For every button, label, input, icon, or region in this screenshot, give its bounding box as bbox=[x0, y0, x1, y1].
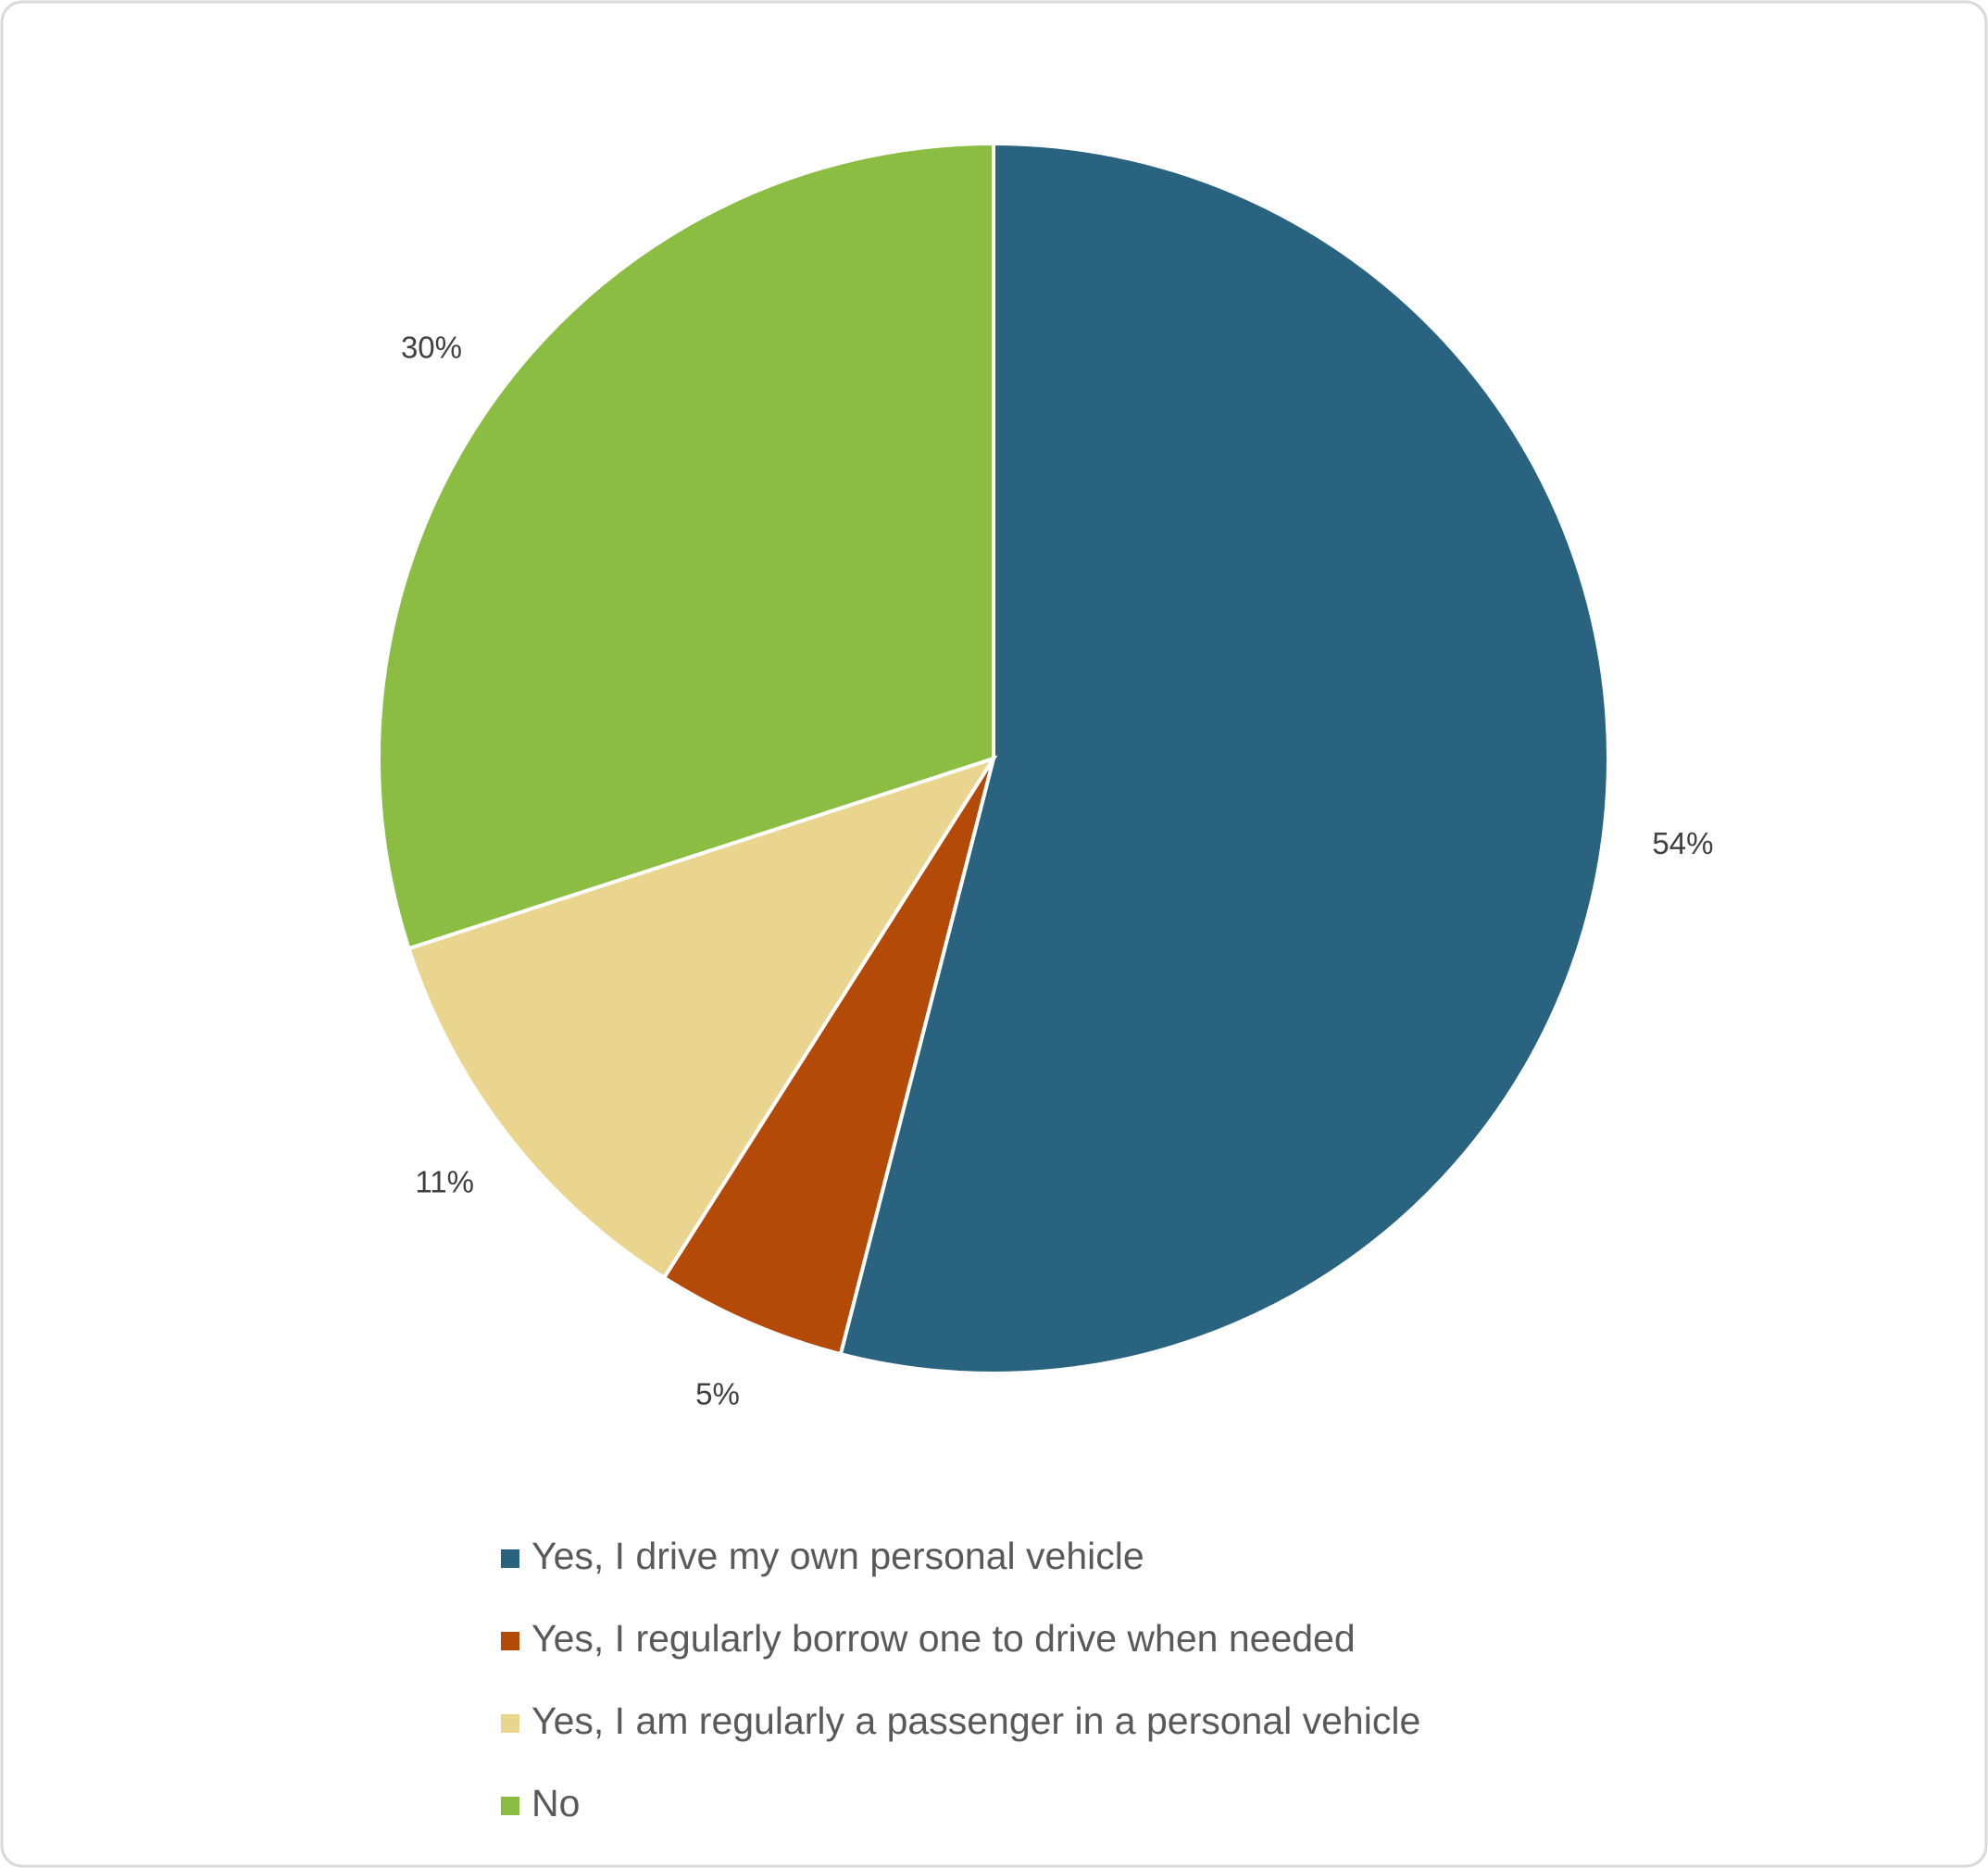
data-label: 54% bbox=[1652, 826, 1713, 860]
data-label: 11% bbox=[415, 1165, 474, 1199]
legend-swatch bbox=[501, 1549, 519, 1568]
data-label: 30% bbox=[401, 331, 462, 365]
legend-swatch bbox=[501, 1632, 519, 1650]
pie-slice bbox=[838, 141, 1610, 1375]
legend-label: No bbox=[531, 1782, 580, 1824]
data-label: 5% bbox=[695, 1376, 740, 1410]
pie-slice bbox=[377, 141, 995, 951]
legend-label: Yes, I regularly borrow one to drive whe… bbox=[531, 1617, 1356, 1660]
pie-slice bbox=[406, 755, 998, 1281]
legend-swatch bbox=[501, 1797, 519, 1815]
legend-label: Yes, I am regularly a passenger in a per… bbox=[531, 1699, 1420, 1742]
legend-label: Yes, I drive my own personal vehicle bbox=[531, 1535, 1144, 1577]
legend-swatch bbox=[501, 1714, 519, 1733]
pie-slice bbox=[661, 757, 995, 1357]
